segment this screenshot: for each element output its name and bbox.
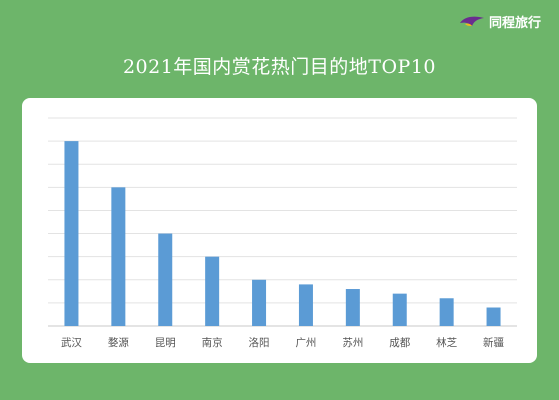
brand-name: 同程旅行 bbox=[488, 16, 541, 31]
bar-苏州 bbox=[345, 289, 360, 326]
bar-武汉 bbox=[64, 141, 79, 326]
chart-panel: 武汉 婺源 昆明 南京 洛阳 广州 苏州 成都 林芝 新疆 bbox=[22, 98, 537, 363]
x-tick-label: 林芝 bbox=[436, 336, 457, 349]
bar-广州 bbox=[298, 284, 313, 326]
chart-title: 2021年国内赏花热门目的地TOP10 bbox=[122, 56, 437, 78]
bar-婺源 bbox=[111, 187, 126, 326]
tongcheng-bird-logo-icon bbox=[459, 16, 484, 26]
x-tick-label: 婺源 bbox=[108, 336, 129, 349]
x-tick-label: 苏州 bbox=[342, 336, 363, 349]
x-tick-label: 成都 bbox=[389, 337, 410, 349]
x-tick-label: 昆明 bbox=[155, 337, 176, 349]
x-tick-label: 南京 bbox=[202, 336, 223, 349]
bar-昆明 bbox=[158, 233, 173, 326]
bar-林芝 bbox=[439, 298, 454, 326]
bar-新疆 bbox=[486, 307, 501, 326]
bar-洛阳 bbox=[252, 279, 267, 326]
bar-成都 bbox=[392, 293, 407, 326]
x-tick-label: 新疆 bbox=[483, 336, 504, 349]
brand: 同程旅行 bbox=[459, 12, 541, 31]
x-tick-label: 武汉 bbox=[61, 336, 82, 349]
x-tick-label: 洛阳 bbox=[249, 336, 270, 349]
bar-南京 bbox=[205, 256, 220, 326]
x-tick-label: 广州 bbox=[295, 337, 316, 349]
bar-chart: 武汉 婺源 昆明 南京 洛阳 广州 苏州 成都 林芝 新疆 bbox=[48, 117, 517, 349]
